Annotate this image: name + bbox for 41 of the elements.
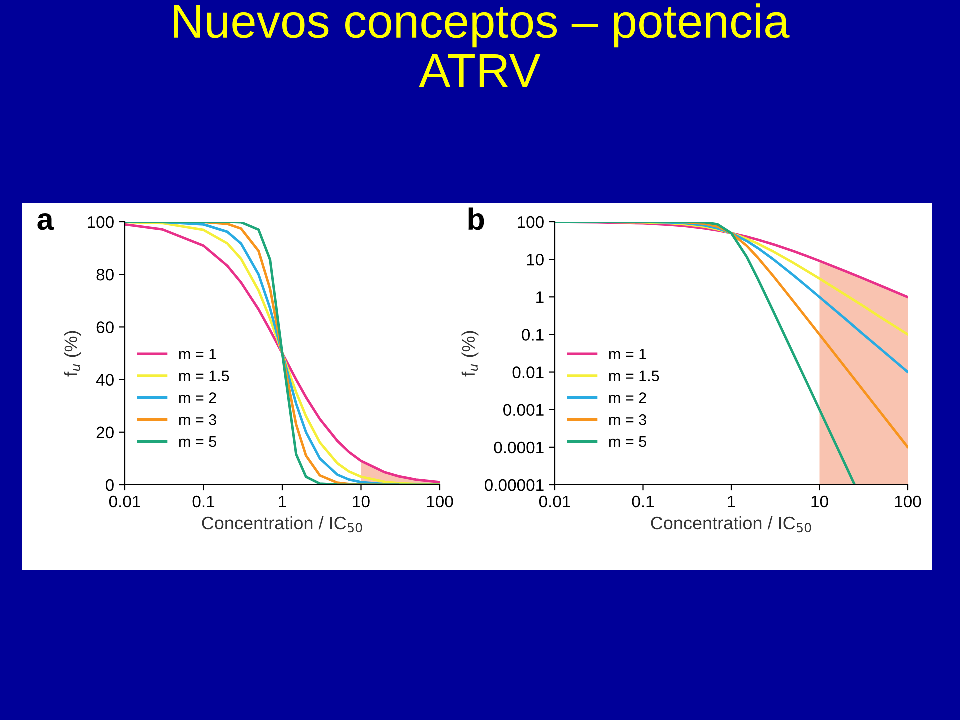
x-tick-label: 100	[895, 496, 922, 508]
legend-label: m = 1.5	[609, 370, 660, 382]
y-tick-label: 10	[527, 254, 544, 266]
y-tick-label: 100	[518, 216, 544, 228]
x-tick-label: 0.01	[109, 496, 140, 508]
x-tick-label: 10	[812, 496, 828, 508]
x-tick-label: 10	[353, 496, 370, 508]
y-tick-label: 0.01	[512, 366, 544, 378]
legend-label: m = 5	[609, 436, 646, 448]
legend-label: m = 1	[609, 349, 646, 360]
y-tick-label: 0	[106, 479, 114, 492]
x-axis-title: Concentration / IC$_{50}$	[651, 516, 812, 533]
y-axis-title: f$_{u}$ (%)	[462, 331, 479, 377]
x-tick-label: 0.1	[192, 496, 215, 508]
x-tick-label: 100	[427, 496, 454, 508]
legend-label: m = 2	[609, 392, 646, 404]
legend-label: m = 5	[179, 436, 216, 448]
text: Nuevos conceptos – potencia ATRV	[174, 4, 790, 87]
x-tick-label: 0.1	[632, 496, 654, 508]
chart-title: b	[468, 208, 484, 230]
y-tick-label: 0.0001	[494, 442, 544, 454]
legend-label: m = 1.5	[179, 370, 230, 382]
legend-label: m = 3	[179, 414, 216, 426]
y-tick-label: 20	[96, 426, 114, 439]
y-tick-label: 0.001	[504, 404, 544, 416]
y-tick-label: 0.1	[522, 329, 544, 341]
legend-label: m = 3	[609, 414, 646, 426]
y-tick-label: 1	[536, 292, 544, 304]
x-axis-title: Concentration / IC$_{50}$	[202, 516, 362, 533]
legend-label: m = 2	[179, 392, 216, 404]
y-tick-label: 100	[88, 216, 114, 228]
y-tick-label: 80	[96, 269, 114, 281]
y-tick-label: 40	[96, 374, 114, 386]
legend-label: m = 1	[179, 349, 216, 360]
y-tick-label: 60	[96, 322, 114, 334]
x-tick-label: 1	[728, 496, 736, 508]
x-tick-label: 0.01	[539, 496, 570, 508]
y-axis-title: f$_{u}$ (%)	[64, 331, 82, 377]
x-tick-label: 1	[279, 496, 286, 508]
chart-title: a	[38, 213, 54, 230]
y-tick-label: 0.00001	[484, 479, 544, 492]
